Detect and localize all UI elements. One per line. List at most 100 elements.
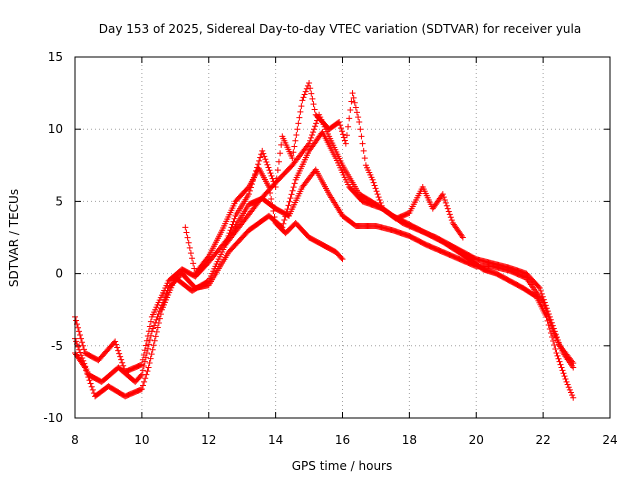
data-point [551,341,558,348]
data-point [292,137,299,144]
data-point [369,176,376,183]
data-point [282,213,289,220]
data-point [141,358,148,365]
data-point [271,181,278,188]
data-point [559,367,566,374]
data-point [310,101,317,108]
data-point [440,194,447,201]
data-point [561,373,568,380]
data-point [153,316,160,323]
data-point [359,140,366,147]
data-point [77,349,84,356]
data-point [78,335,85,342]
data-point [82,364,89,371]
y-tick-label: -10 [43,411,63,425]
data-point [543,305,550,312]
data-point [147,355,154,362]
data-point [299,97,306,104]
data-point [183,229,190,236]
data-point [290,149,297,156]
data-point [252,171,259,178]
data-points [72,79,577,401]
data-point [551,328,558,335]
data-point [447,214,454,221]
data-point [148,351,155,358]
data-point [538,290,545,297]
data-point [560,370,567,377]
data-point [146,323,153,330]
data-point [338,125,345,132]
data-point [353,109,360,116]
data-point [146,337,153,344]
data-point [187,250,194,257]
data-point [268,172,275,179]
data-point [268,195,275,202]
data-point [296,114,303,121]
data-point [223,238,230,245]
data-point [295,120,302,127]
data-point [142,354,149,361]
data-point [148,328,155,335]
y-axis-ticks: -10 -5 0 5 10 15 [43,50,610,425]
data-point [300,94,307,101]
data-point [256,157,263,164]
x-tick-label: 18 [402,433,417,447]
data-point [80,342,87,349]
data-point [146,360,153,367]
data-point [340,134,347,141]
data-point [270,178,277,185]
data-point [562,376,569,383]
data-point [271,214,278,221]
data-point [361,155,368,162]
data-point [230,218,237,225]
data-point [567,389,574,396]
data-point [290,184,297,191]
data-point [441,196,448,203]
data-point [286,198,293,205]
data-point [370,179,377,186]
data-point [545,321,552,328]
data-point [376,196,383,203]
data-point [147,332,154,339]
data-point [149,346,156,353]
data-point [118,356,125,363]
data-point [358,133,365,140]
data-point [569,358,576,365]
data-point [542,302,549,309]
data-point [539,293,546,300]
data-point [293,131,300,138]
data-point [273,175,280,182]
x-axis-label: GPS time / hours [292,459,393,473]
data-point [548,319,555,326]
data-point [313,120,320,127]
data-point [348,98,355,105]
data-point [144,368,151,375]
data-point [140,363,147,370]
x-tick-label: 10 [134,433,149,447]
data-point [371,182,378,189]
data-point [307,85,314,92]
data-point [289,187,296,194]
data-point [311,106,318,113]
data-point [547,329,554,336]
data-point [291,180,298,187]
chart-title: Day 153 of 2025, Sidereal Day-to-day VTE… [99,22,581,36]
grid [75,57,610,418]
data-point [291,143,298,150]
data-point [555,355,562,362]
data-point [262,156,269,163]
data-point [570,394,577,401]
data-point [544,317,551,324]
data-point [312,123,319,130]
data-point [79,339,86,346]
data-point [549,333,556,340]
data-point [283,209,290,216]
x-tick-label: 22 [535,433,550,447]
data-point [374,191,381,198]
data-point [341,137,348,144]
data-point [446,211,453,218]
data-point [157,311,164,318]
data-point [246,187,253,194]
data-point [87,380,94,387]
